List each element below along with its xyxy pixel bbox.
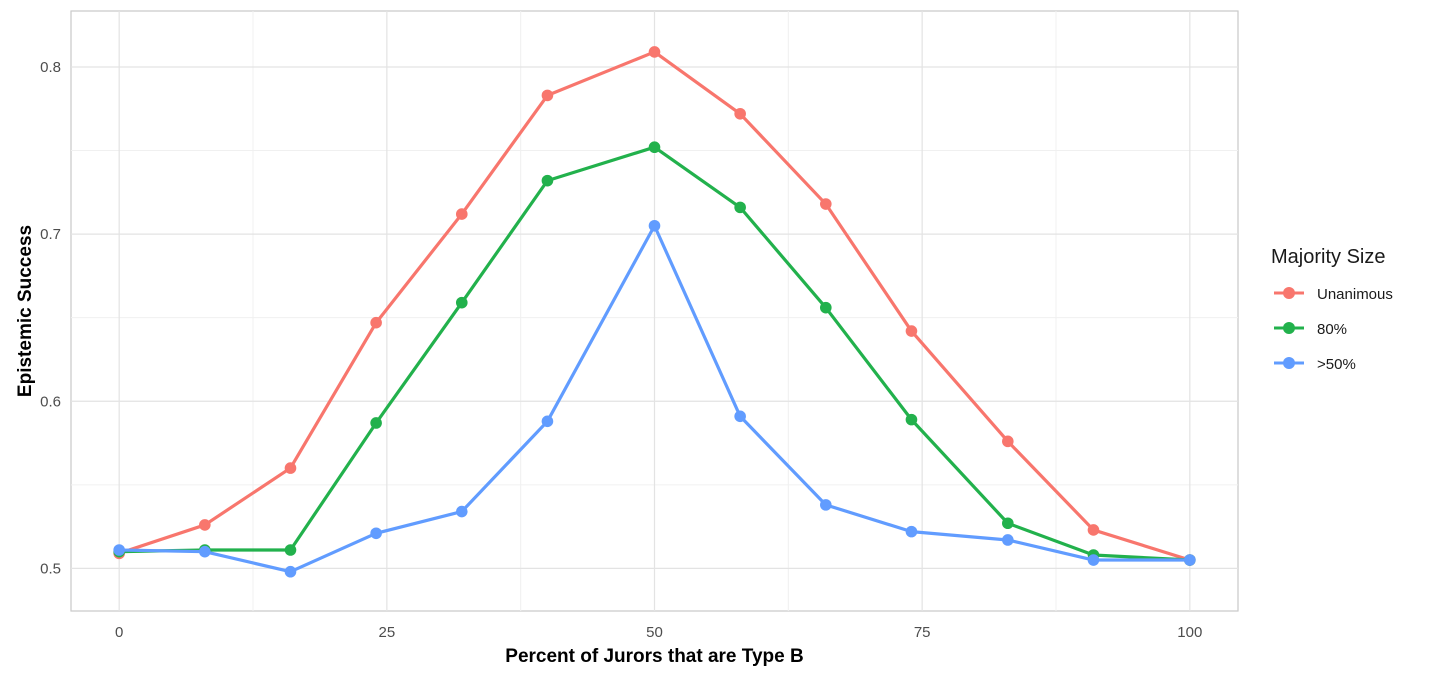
data-point-80-percent <box>455 296 468 309</box>
data-point-80-percent <box>541 174 554 187</box>
legend-key-dot <box>1283 322 1295 334</box>
data-point-80-percent <box>734 201 746 214</box>
x-tick-label: 0 <box>115 624 123 641</box>
data-point-unanimous <box>370 316 382 329</box>
x-tick-label: 100 <box>1177 624 1202 641</box>
legend-title: Majority Size <box>1271 246 1385 268</box>
data-point-over-50-percent <box>820 499 832 511</box>
data-point-80-percent <box>284 544 297 556</box>
y-tick-label: 0.6 <box>40 393 61 410</box>
data-point-over-50-percent <box>1087 554 1100 566</box>
data-point-80-percent <box>905 413 918 426</box>
data-point-over-50-percent <box>1184 554 1196 566</box>
data-point-unanimous <box>199 519 211 531</box>
legend-item-80-percent: 80% <box>1274 321 1347 338</box>
data-point-80-percent <box>820 301 832 314</box>
y-axis-title: Epistemic Success <box>15 225 36 397</box>
legend-item-unanimous: Unanimous <box>1274 286 1393 303</box>
legend-key-dot <box>1283 287 1295 299</box>
data-point-over-50-percent <box>1002 534 1014 546</box>
tick-layer: 0 25 50 75 100 0.5 0.6 0.7 0.8 <box>40 59 1202 641</box>
legend-label-unanimous: Unanimous <box>1317 286 1393 303</box>
data-point-over-50-percent <box>541 415 554 428</box>
data-point-over-50-percent <box>284 565 297 578</box>
x-axis-title: Percent of Jurors that are Type B <box>505 646 803 667</box>
data-point-unanimous <box>284 462 297 474</box>
data-point-over-50-percent <box>648 219 661 232</box>
data-point-unanimous <box>455 208 468 220</box>
legend-key-dot <box>1283 357 1295 369</box>
legend-item-over-50-percent: >50% <box>1274 356 1356 373</box>
x-tick-label: 25 <box>378 624 395 641</box>
legend-label-80-percent: 80% <box>1317 321 1347 338</box>
data-point-over-50-percent <box>734 410 746 423</box>
data-point-unanimous <box>1087 524 1100 536</box>
y-tick-label: 0.5 <box>40 560 61 577</box>
data-point-80-percent <box>1002 517 1014 530</box>
data-point-unanimous <box>1002 435 1014 448</box>
y-tick-label: 0.7 <box>40 226 61 243</box>
data-point-over-50-percent <box>113 544 125 556</box>
x-tick-label: 75 <box>914 624 931 641</box>
data-point-unanimous <box>734 107 746 120</box>
series-layer <box>113 46 1196 578</box>
data-point-unanimous <box>905 325 918 337</box>
data-point-80-percent <box>648 141 661 154</box>
data-point-unanimous <box>820 198 832 210</box>
data-point-over-50-percent <box>905 525 918 538</box>
data-point-80-percent <box>370 417 382 429</box>
data-point-over-50-percent <box>370 527 382 540</box>
legend: Majority Size Unanimous 80% >50% <box>1271 246 1393 373</box>
y-tick-label: 0.8 <box>40 59 61 76</box>
data-point-unanimous <box>648 46 661 58</box>
data-point-over-50-percent <box>455 505 468 518</box>
legend-label-over-50-percent: >50% <box>1317 356 1356 373</box>
grid-layer <box>71 11 1238 611</box>
x-tick-label: 50 <box>646 624 663 641</box>
data-point-unanimous <box>541 89 554 102</box>
data-point-over-50-percent <box>199 545 211 558</box>
